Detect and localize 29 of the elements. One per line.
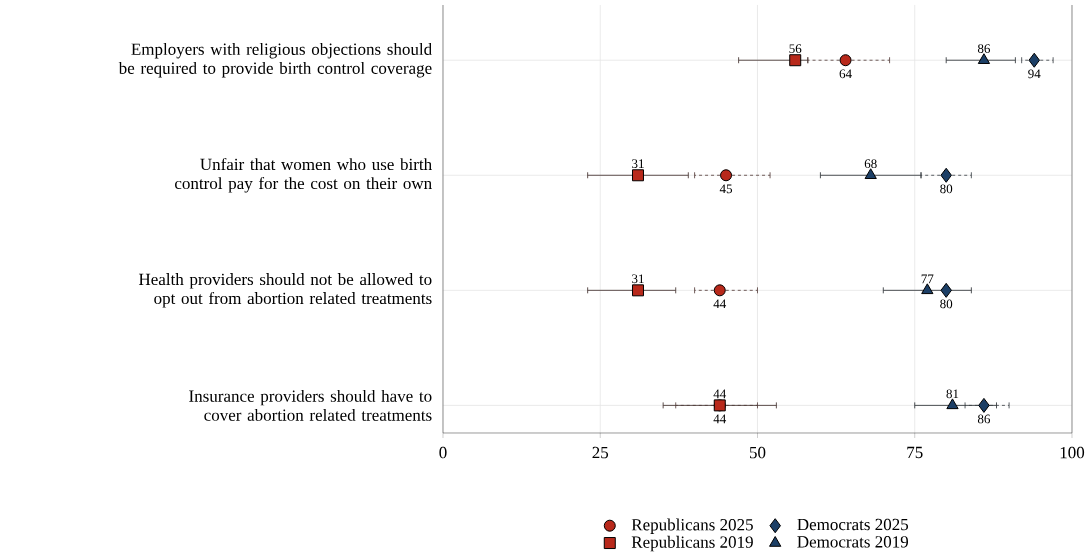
data-label: 44 bbox=[713, 299, 727, 309]
y-tick-label: Employers with religious objections should be required to provide birth control coverage bbox=[118, 42, 432, 78]
y-tick-label: Unfair that women who use birth control pay for the cost on their own bbox=[175, 157, 432, 193]
data-label: 56 bbox=[789, 44, 802, 54]
data-label: 81 bbox=[946, 389, 959, 399]
x-tick-label: 50 bbox=[749, 446, 766, 459]
data-label: 45 bbox=[719, 184, 733, 194]
x-tick-label: 100 bbox=[1060, 446, 1085, 459]
legend-label: Democrats 2025 bbox=[797, 518, 909, 531]
data-label: 31 bbox=[632, 274, 644, 284]
legend-label: Democrats 2019 bbox=[797, 536, 909, 548]
y-tick-label: Insurance providers should have to cover abortion related treatments bbox=[189, 389, 432, 421]
legend-label: Republicans 2025 bbox=[631, 518, 753, 534]
data-label: 94 bbox=[1028, 69, 1041, 79]
x-tick-label: 0 bbox=[439, 446, 447, 459]
data-label: 80 bbox=[940, 299, 953, 309]
data-label: 64 bbox=[839, 69, 852, 79]
data-label: 77 bbox=[921, 274, 934, 284]
legend-label: Republicans 2019 bbox=[631, 535, 753, 552]
data-label: 44 bbox=[713, 389, 727, 399]
x-tick-label: 75 bbox=[907, 446, 923, 459]
data-label: 80 bbox=[940, 184, 953, 194]
data-label: 86 bbox=[977, 414, 991, 424]
data-label: 86 bbox=[977, 44, 991, 54]
data-label: 31 bbox=[632, 159, 644, 169]
x-tick-label: 25 bbox=[592, 446, 609, 459]
y-tick-label: Health providers should not be allowed to opt out from abortion related treatments bbox=[138, 273, 432, 308]
data-label: 68 bbox=[864, 159, 877, 169]
data-label: 44 bbox=[713, 414, 727, 424]
